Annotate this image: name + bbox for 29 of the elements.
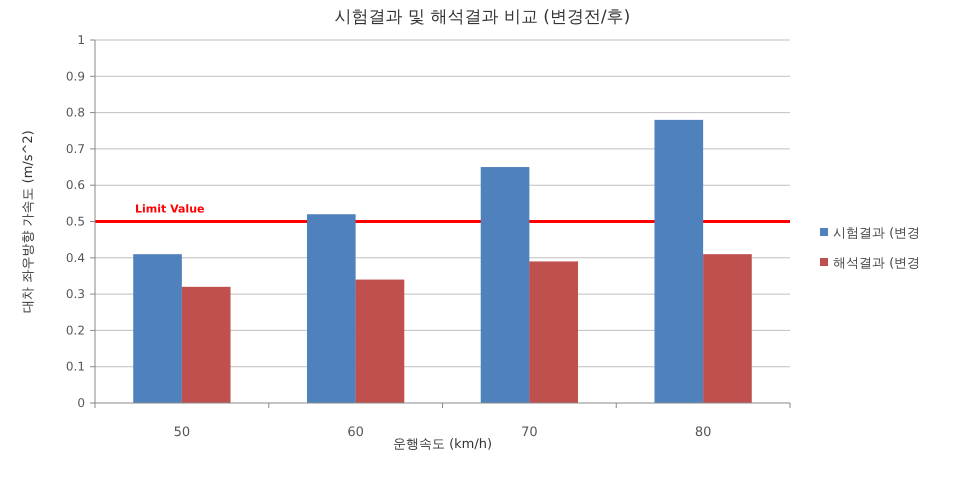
legend-label: 해석결과 (변경 xyxy=(833,256,920,271)
y-tick-label: 0.4 xyxy=(66,250,85,265)
bar xyxy=(133,254,182,403)
y-tick-label: 0.2 xyxy=(66,323,85,338)
y-tick-label: 0.8 xyxy=(66,106,85,120)
y-axis-title: 대차 좌우방향 가속도 (m/s^2) xyxy=(21,130,36,313)
bar xyxy=(306,214,356,403)
x-tick-label: 80 xyxy=(694,425,712,440)
ref-line-label: Limit Value xyxy=(135,202,204,216)
bar xyxy=(703,254,752,403)
bar xyxy=(480,167,530,403)
x-axis-title: 운행속도 (km/h) xyxy=(392,437,492,452)
bar xyxy=(529,261,578,403)
chart-title: 시험결과 및 해석결과 비교 (변경전/후) xyxy=(334,7,630,27)
x-tick-label: 60 xyxy=(347,425,364,440)
bar xyxy=(182,286,231,403)
y-tick-label: 0.5 xyxy=(66,214,85,228)
y-tick-label: 0 xyxy=(77,396,85,410)
y-tick-label: 1 xyxy=(77,33,85,47)
bar xyxy=(654,120,704,403)
legend-label: 시험결과 (변경 xyxy=(833,226,920,241)
bar xyxy=(356,280,404,403)
y-tick-label: 0.7 xyxy=(66,142,85,156)
y-tick-label: 0.6 xyxy=(66,178,85,192)
y-tick-label: 0.9 xyxy=(66,69,85,84)
y-tick-label: 0.1 xyxy=(66,360,85,374)
x-tick-label: 70 xyxy=(521,425,538,440)
y-tick-label: 0.3 xyxy=(66,287,85,302)
x-tick-label: 50 xyxy=(174,425,190,440)
